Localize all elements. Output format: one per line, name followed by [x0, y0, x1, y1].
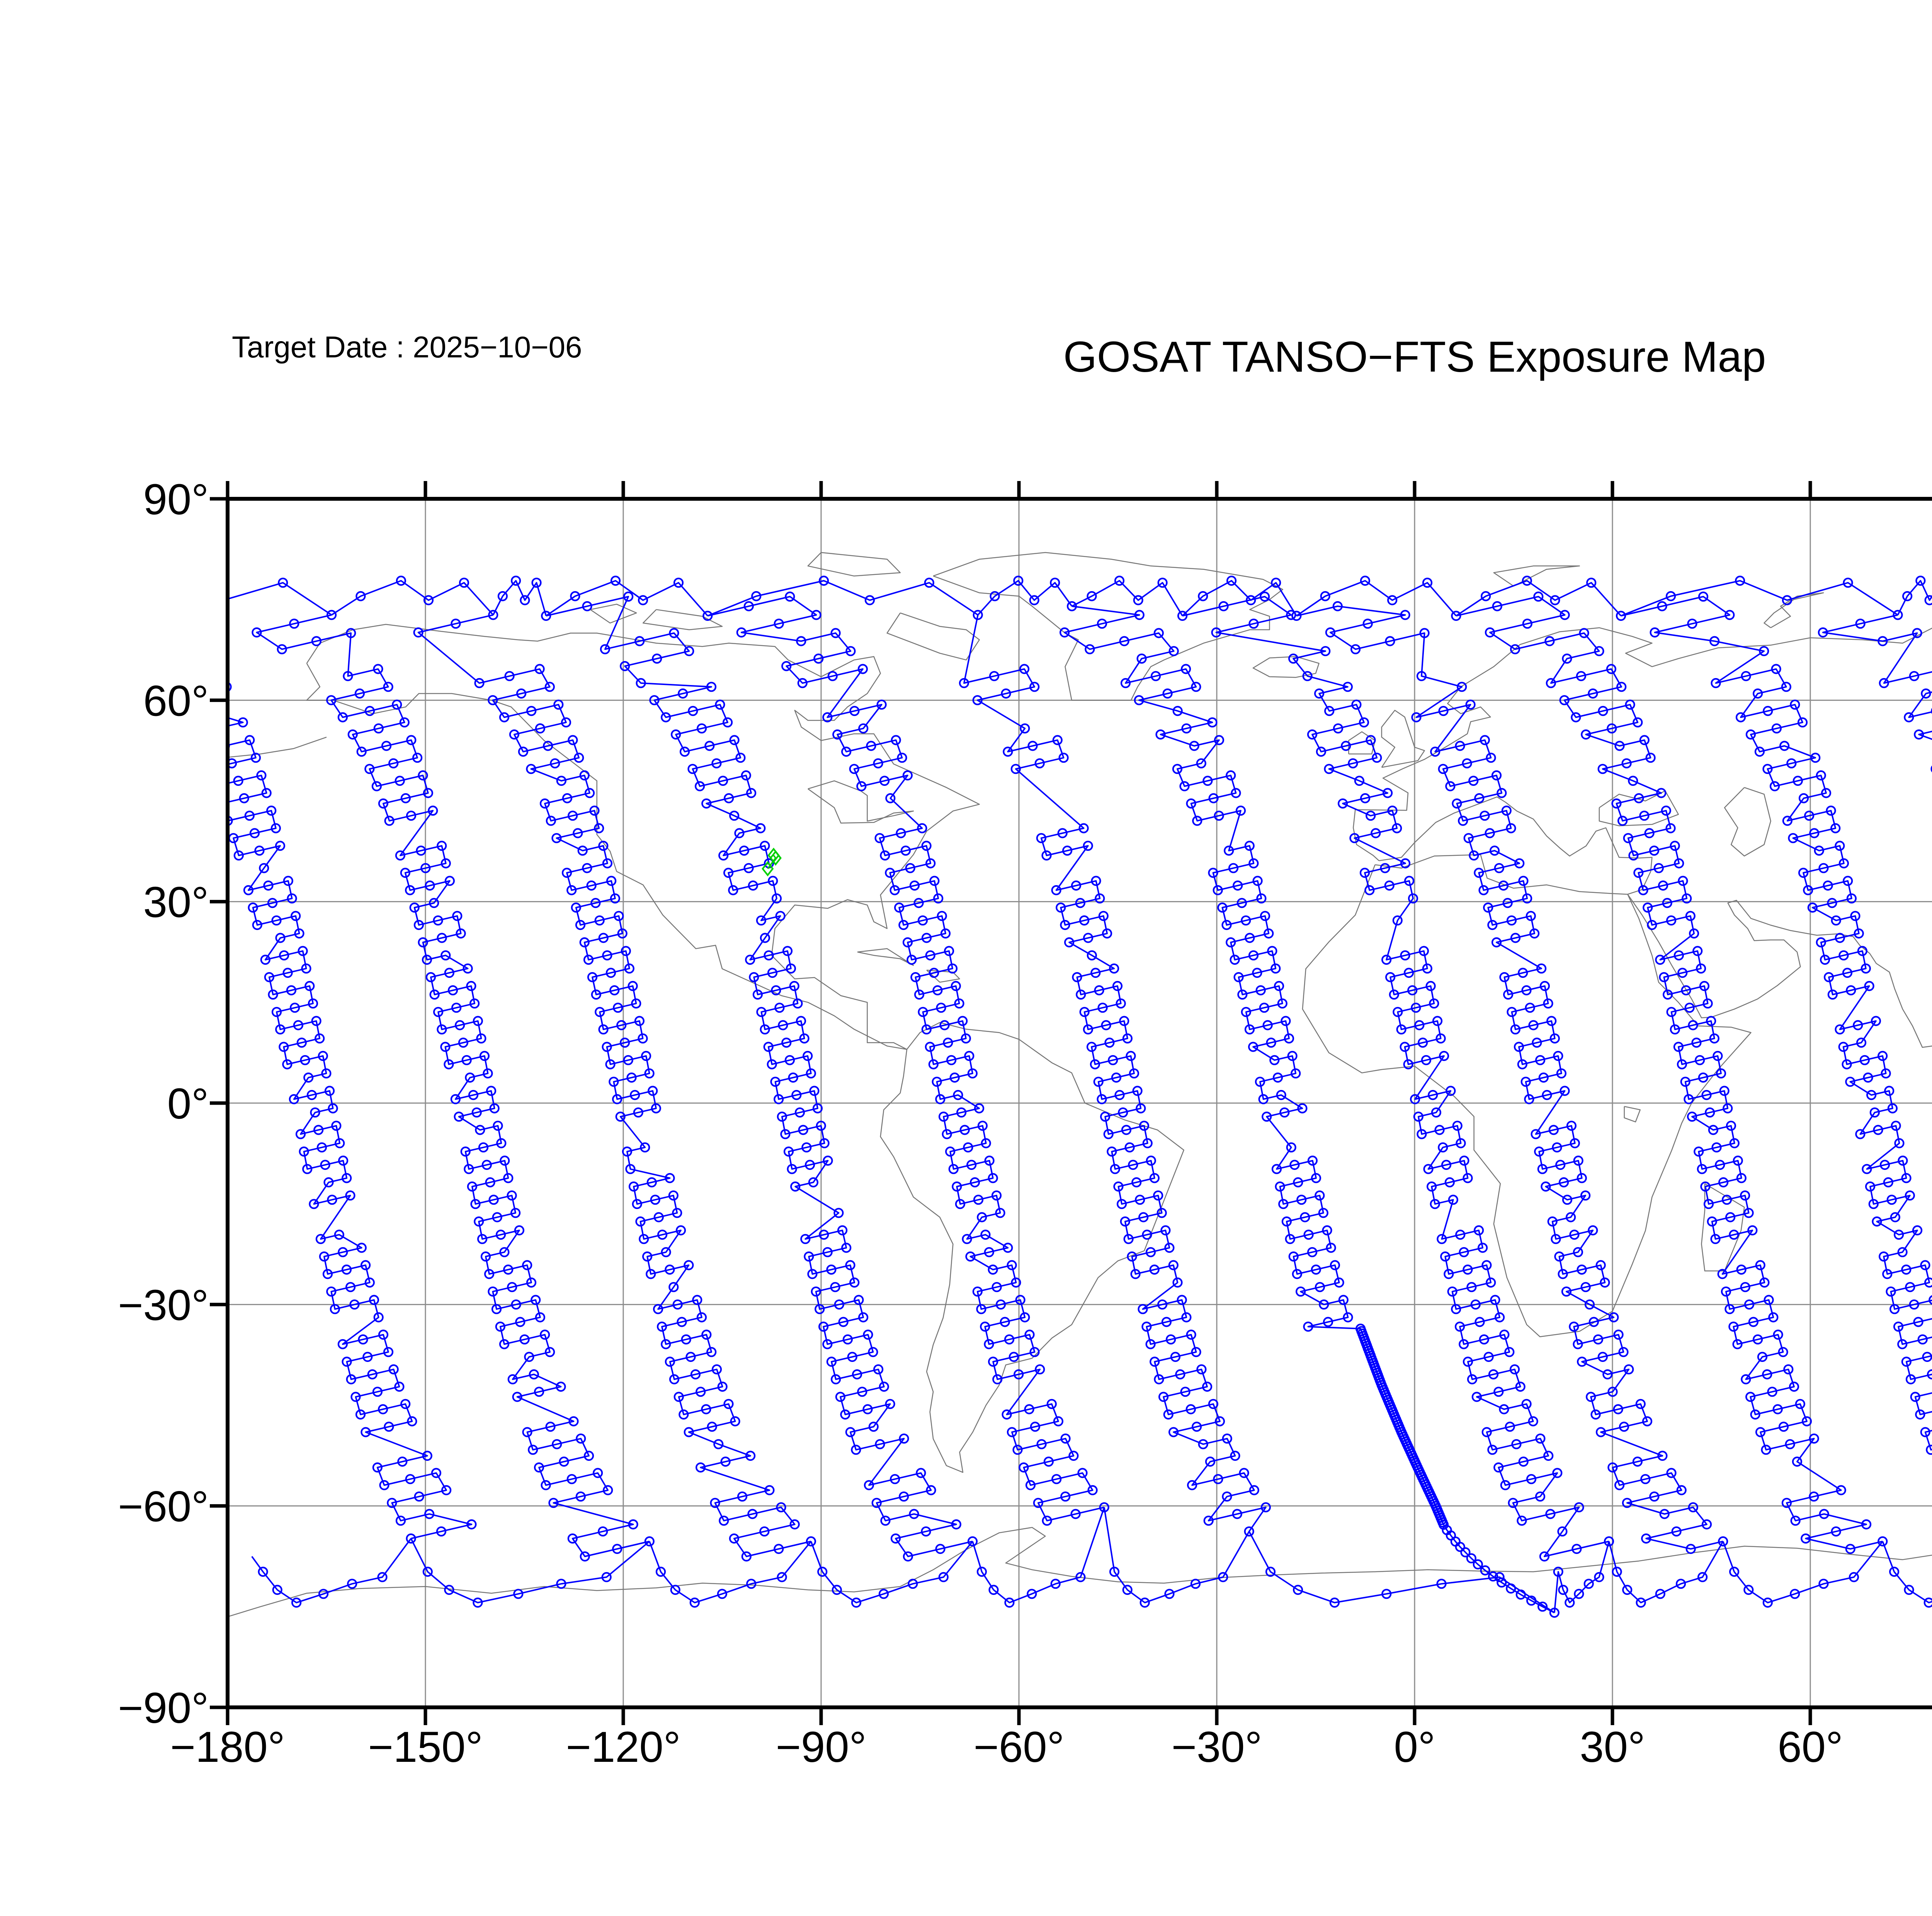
ob1n-track-line — [1296, 580, 1457, 617]
y-tick-label: −30° — [118, 1281, 209, 1329]
axis-labels: −180°−150°−120°−90°−60°−30°0°30°60°90°12… — [118, 475, 1843, 1771]
coastline — [807, 552, 901, 577]
y-tick-label: 30° — [143, 878, 209, 927]
x-tick-label: −120° — [566, 1723, 680, 1771]
x-tick-label: 30° — [1580, 1723, 1645, 1771]
x-tick-label: −30° — [1172, 1723, 1262, 1771]
spon-point-diamond — [762, 861, 774, 877]
y-tick-label: 60° — [143, 677, 209, 725]
ob1n-point-circles — [228, 575, 1932, 1608]
coastline — [1724, 787, 1771, 857]
coastline — [306, 624, 980, 1050]
ob1n-track-line — [256, 614, 650, 1557]
coastline — [1302, 854, 1752, 1337]
chart-title: GOSAT TANSO−FTS Exposure Map — [1063, 333, 1766, 381]
spon-layer — [762, 847, 782, 877]
ob1n-track-line — [1621, 596, 1932, 1451]
ob1n-track-line — [963, 615, 1267, 1532]
ob1n-point-circles — [1060, 592, 1614, 1618]
ob1n-track-line — [1103, 1507, 1250, 1603]
coastline — [590, 604, 637, 624]
ob1n-point-circles — [1451, 592, 1932, 1554]
coastline — [1493, 565, 1580, 587]
coastline — [1381, 710, 1425, 768]
ob1n-track-line — [546, 580, 708, 617]
x-tick-label: −180° — [170, 1723, 285, 1771]
x-tick-label: −90° — [776, 1723, 867, 1771]
y-tick-label: −90° — [118, 1684, 209, 1732]
coastline — [857, 948, 914, 966]
coastline — [642, 609, 723, 631]
ob1n-point-circles — [541, 592, 1192, 1562]
y-tick-label: −60° — [118, 1482, 209, 1531]
ob1n-track-line — [1296, 605, 1723, 1550]
ob1n-track-line — [546, 596, 973, 1557]
ob1n-point-circles — [228, 610, 722, 1562]
coastline — [228, 736, 327, 758]
coastline — [1353, 627, 1932, 861]
x-tick-label: −150° — [368, 1723, 483, 1771]
coastline — [808, 780, 914, 824]
ob1n-track-line — [707, 596, 1105, 1522]
ob1n-track-line — [1621, 580, 1898, 617]
y-tick-label: 90° — [143, 475, 209, 524]
ob1n-track-line — [707, 580, 978, 617]
ob1n-track-line — [972, 1507, 1105, 1603]
coastline — [926, 969, 960, 983]
ob1n-track-line — [1182, 596, 1609, 1557]
ob1n-track-line — [1456, 580, 1622, 617]
ob1n-track-line — [0, 581, 61, 616]
ob1n-track-layer — [0, 575, 1932, 1618]
coastline — [1379, 796, 1932, 1048]
spon-point-diamond — [769, 850, 782, 866]
coastline-layer — [228, 552, 1932, 1617]
coastline — [1252, 656, 1320, 678]
ob1n-track-line — [331, 580, 494, 616]
x-tick-label: 0° — [1394, 1723, 1435, 1771]
target-date-label: Target Date : 2025−10−06 — [232, 330, 582, 364]
ob1n-track-line — [228, 717, 473, 1539]
ob1n-track-line — [1248, 1531, 1555, 1613]
x-tick-label: −60° — [974, 1723, 1065, 1771]
y-tick-label: 0° — [167, 1080, 209, 1128]
ob1n-track-line — [1456, 596, 1883, 1550]
plot-area — [0, 499, 1932, 1707]
coastline — [1701, 1183, 1745, 1272]
coastline — [228, 1527, 1932, 1617]
coastline — [880, 1022, 1184, 1473]
coastline — [1624, 1106, 1641, 1122]
ob1n-track-line — [228, 582, 332, 616]
x-tick-label: 60° — [1777, 1723, 1843, 1771]
ob1n-track-line — [1553, 1541, 1610, 1613]
plot-frame — [210, 481, 1932, 1725]
coastline — [1764, 592, 1824, 628]
coastline — [1599, 790, 1679, 826]
coastline — [886, 612, 980, 661]
